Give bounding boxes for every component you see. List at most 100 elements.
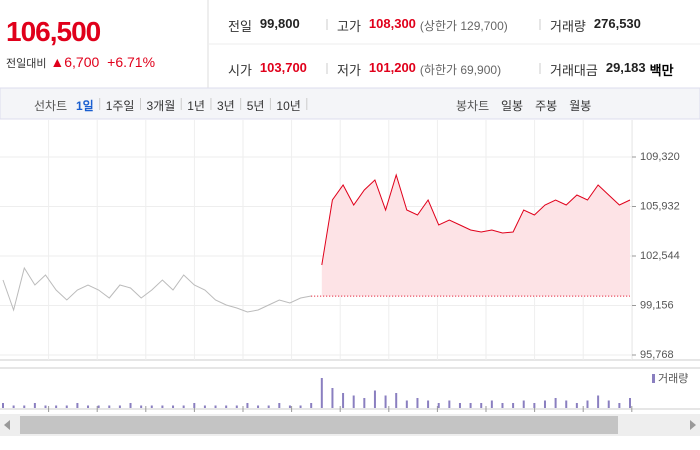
volume-bar <box>331 388 334 408</box>
volume-bar <box>342 393 345 408</box>
volume-bar <box>543 400 546 408</box>
change: 6,700 <box>64 54 100 70</box>
tab[interactable]: 5년 <box>246 99 265 113</box>
y-tick-label: 102,544 <box>640 250 680 262</box>
volume-bar <box>246 403 249 408</box>
volume-bar <box>427 400 430 408</box>
volume-bar <box>373 390 376 408</box>
price: 106,500 <box>6 16 101 47</box>
volume-bar <box>140 405 143 408</box>
stat-label: 전일 <box>228 19 252 34</box>
volume-bar <box>129 403 132 408</box>
volume-bar <box>97 405 100 408</box>
legend-swatch <box>652 374 655 383</box>
legend-label: 거래량 <box>658 372 688 385</box>
stat-value: 108,300 <box>368 16 416 31</box>
scroll-left[interactable] <box>4 420 10 430</box>
volume-bar <box>203 405 206 408</box>
volume-bar <box>501 403 504 408</box>
volume-bar <box>214 405 217 408</box>
volume-bar <box>352 395 355 408</box>
stat-note: (상한가 129,700) <box>419 19 508 33</box>
volume-bar <box>108 405 111 408</box>
volume-bar <box>629 398 631 408</box>
area <box>321 175 630 297</box>
stat-label: 거래대금 <box>550 63 598 78</box>
volume-bar <box>480 403 483 408</box>
volume-bar <box>76 403 79 408</box>
volume-bar <box>267 405 270 408</box>
scrollbar-thumb[interactable] <box>20 416 618 434</box>
volume-bar <box>437 403 440 408</box>
volume-bar <box>150 405 153 408</box>
volume-bar <box>405 400 408 408</box>
tab[interactable]: 3년 <box>216 99 235 113</box>
volume-bar <box>448 400 451 408</box>
tab-group-label: 봉차트 <box>456 99 490 113</box>
stat-value: 276,530 <box>593 16 641 31</box>
stat-value: 101,200 <box>368 60 416 75</box>
tab[interactable]: 1년 <box>187 99 205 113</box>
volume-bar <box>299 405 302 408</box>
volume-bar <box>193 403 196 408</box>
stat-note: (하한가 69,900) <box>419 63 502 77</box>
volume-bar <box>55 405 58 408</box>
volume-bar <box>575 403 578 408</box>
volume-bar <box>618 403 621 408</box>
scroll-right[interactable] <box>690 420 696 430</box>
volume-bar <box>161 405 164 408</box>
tab[interactable]: 10년 <box>276 99 301 113</box>
volume-bar <box>384 395 387 408</box>
volume-bar <box>288 405 291 408</box>
line <box>321 173 631 266</box>
volume-bar <box>597 395 600 408</box>
volume-bar <box>416 398 419 408</box>
stat-value: 99,800 <box>259 16 300 31</box>
stat-label: 시가 <box>228 63 252 78</box>
volume-bar <box>458 403 461 408</box>
volume-bar <box>118 405 121 408</box>
volume-bar <box>363 398 366 408</box>
change-label: 전일대비 <box>6 58 47 70</box>
tab-bar <box>0 87 700 120</box>
up-icon: ▲ <box>50 54 65 70</box>
stat-value: 29,183 <box>605 60 646 75</box>
tab[interactable]: 1일 <box>76 99 94 113</box>
volume-bar <box>87 405 90 408</box>
volume-bar <box>65 405 68 408</box>
y-tick-label: 99,156 <box>640 299 674 311</box>
y-tick-label: 105,932 <box>640 200 680 212</box>
stat-label: 저가 <box>337 63 361 78</box>
volume-bar <box>554 398 557 408</box>
tab[interactable]: 월봉 <box>569 99 592 113</box>
volume-bar <box>512 403 515 408</box>
volume-bar <box>586 400 589 408</box>
volume-bar <box>310 403 313 408</box>
tab[interactable]: 주봉 <box>535 99 558 113</box>
volume-bar <box>235 405 238 408</box>
volume-bar <box>257 405 260 408</box>
volume-bar <box>469 403 472 408</box>
tab[interactable]: 일봉 <box>501 99 524 113</box>
volume-bar <box>225 405 228 408</box>
volume-bar <box>490 400 493 408</box>
volume-bar <box>533 403 536 408</box>
volume-bar <box>565 400 568 408</box>
y-tick-label: 109,320 <box>640 151 680 163</box>
volume-bar <box>172 405 175 408</box>
volume-bar <box>44 405 47 408</box>
volume-bar <box>12 405 15 408</box>
line <box>2 266 312 313</box>
tab[interactable]: 3개월 <box>146 99 176 113</box>
volume-bar <box>522 400 525 408</box>
stat-value: 103,700 <box>259 60 307 75</box>
volume-bar <box>395 393 398 408</box>
volume-bar <box>23 405 26 408</box>
volume-bar <box>607 400 610 408</box>
volume-bar <box>33 403 36 408</box>
tab-group-label: 선차트 <box>34 99 68 113</box>
stat-label: 거래량 <box>550 19 586 34</box>
tab[interactable]: 1주일 <box>105 99 135 113</box>
